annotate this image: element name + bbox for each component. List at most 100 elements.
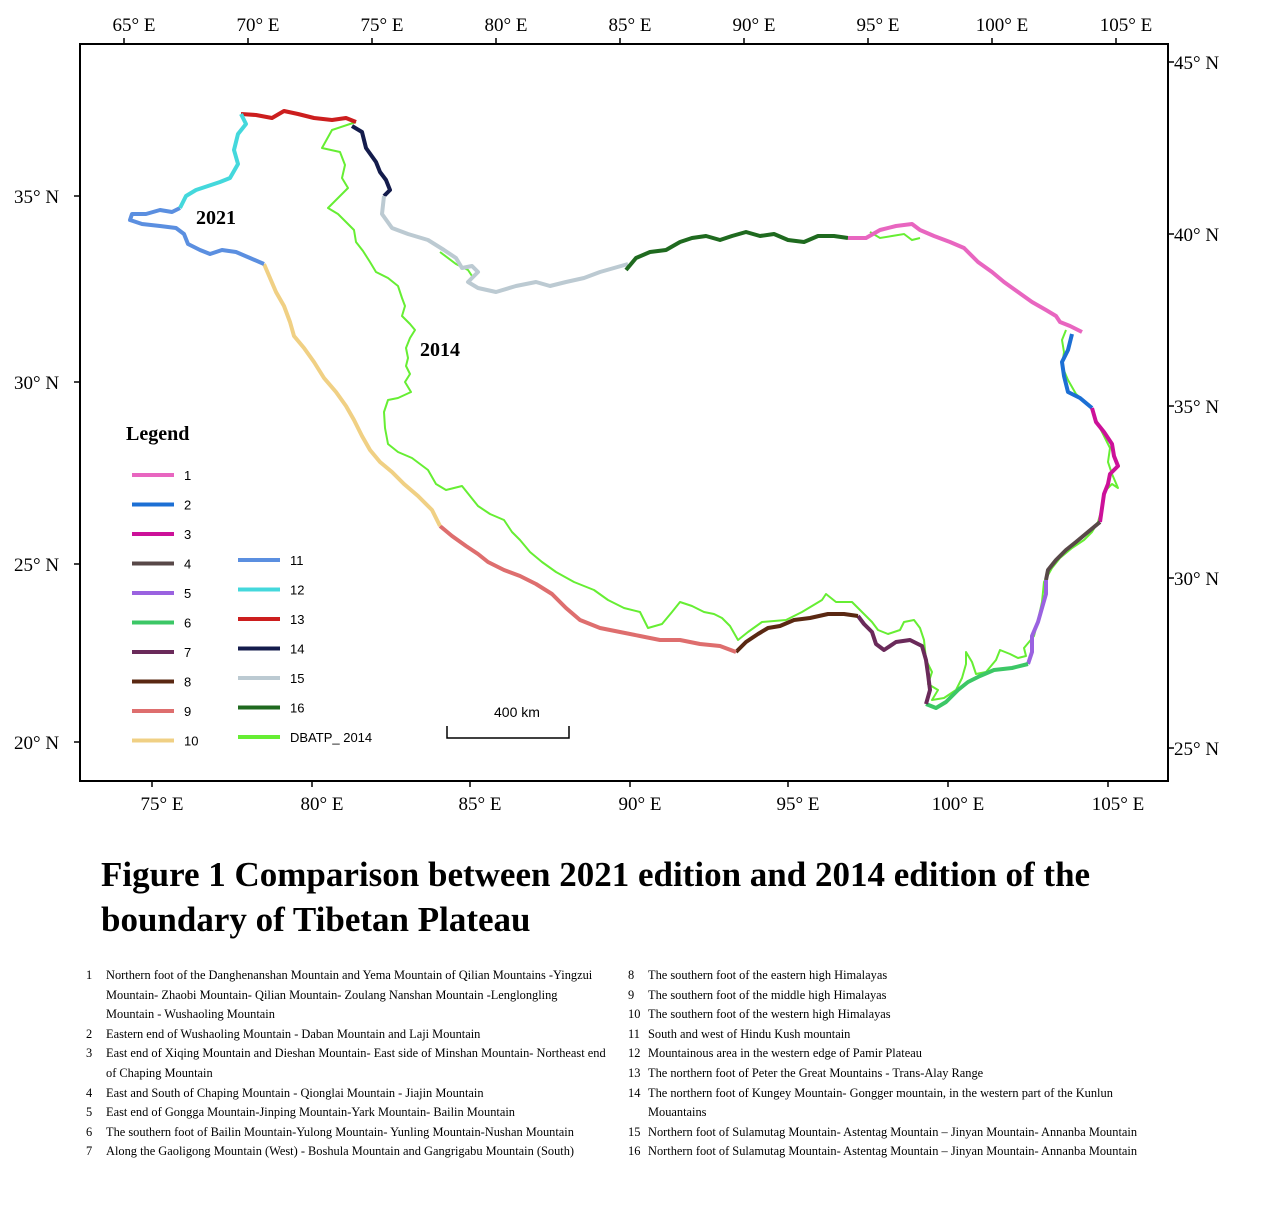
note-item: 9 The southern foot of the middle high Hi… xyxy=(628,986,1168,1006)
note-text: Northern foot of Sulamutag Mountain- Ast… xyxy=(648,1124,1138,1139)
left-lat-label: 35° N xyxy=(14,187,59,208)
note-text: East end of Gongga Mountain-Jinping Moun… xyxy=(106,1105,515,1120)
note-item: 15 Northern foot of Sulamutag Mountain- A… xyxy=(628,1123,1168,1143)
note-number: 5 xyxy=(86,1105,93,1120)
notes-right: 8 The southern foot of the eastern high H… xyxy=(628,966,1168,1162)
note-text: Northern foot of the Danghenanshan Mount… xyxy=(106,968,593,1022)
note-text: South and west of Hindu Kush mountain xyxy=(648,1026,851,1041)
top-lon-label: 70° E xyxy=(237,15,280,36)
note-text: The southern foot of the western high Hi… xyxy=(648,1007,891,1022)
bottom-lon-label: 90° E xyxy=(619,794,662,815)
note-number: 11 xyxy=(628,1026,640,1041)
legend-label: 13 xyxy=(290,612,304,627)
note-number: 1 xyxy=(86,968,93,982)
note-text: Mountainous area in the western edge of … xyxy=(648,1046,922,1061)
note-number: 13 xyxy=(628,1065,641,1080)
axis-ticks xyxy=(74,38,1174,787)
top-lon-label: 85° E xyxy=(609,15,652,36)
segment-7 xyxy=(856,614,932,705)
note-item: 14 The northern foot of Kungey Mountain- … xyxy=(628,1084,1168,1123)
legend-label: 7 xyxy=(184,645,191,660)
boundary-map: 65° E 70° E 75° E 80° E 85° E 90° E 95° E 100° … xyxy=(14,15,1219,815)
right-lat-label: 40° N xyxy=(1174,225,1219,246)
bottom-lon-label: 105° E xyxy=(1092,794,1144,815)
top-lon-label: 105° E xyxy=(1100,15,1152,36)
segment-13 xyxy=(240,109,357,124)
note-number: 12 xyxy=(628,1046,641,1061)
note-item: 4 East and South of Chaping Mountain - Qi… xyxy=(86,1084,606,1104)
note-item: 12 Mountainous area in the western edge o… xyxy=(628,1044,1168,1064)
right-lat-label: 25° N xyxy=(1174,739,1219,760)
note-text: Eastern end of Wushaoling Mountain - Dab… xyxy=(106,1026,481,1041)
legend-label: 4 xyxy=(184,557,191,572)
note-item: 13 The northern foot of Peter the Great M… xyxy=(628,1064,1168,1084)
note-text: East end of Xiqing Mountain and Dieshan … xyxy=(106,1046,606,1080)
legend-title: Legend xyxy=(126,423,189,445)
axis-tick-labels: 65° E 70° E 75° E 80° E 85° E 90° E 95° E 100° … xyxy=(14,15,1219,815)
note-number: 9 xyxy=(628,987,635,1002)
legend-label: 10 xyxy=(184,734,198,749)
top-lon-label: 65° E xyxy=(113,15,156,36)
bottom-lon-label: 100° E xyxy=(932,794,984,815)
legend-label: 1 xyxy=(184,468,191,483)
right-lat-label: 35° N xyxy=(1174,397,1219,418)
scale-bar xyxy=(446,726,570,739)
segment-15 xyxy=(380,195,629,294)
note-item: 8 The southern foot of the eastern high H… xyxy=(628,966,1168,986)
segment-3 xyxy=(1090,407,1120,523)
note-text: Along the Gaoligong Mountain (West) - Bo… xyxy=(106,1144,575,1159)
segment-11 xyxy=(128,206,265,266)
legend-label: 14 xyxy=(290,642,304,657)
left-lat-label: 20° N xyxy=(14,733,59,754)
legend-label: 15 xyxy=(290,671,304,686)
figure-caption: Figure 1 Comparison between 2021 edition… xyxy=(101,855,1091,939)
note-text: The southern foot of the middle high Him… xyxy=(648,987,887,1002)
map-frame xyxy=(79,43,1169,782)
note-text: The southern foot of the eastern high Hi… xyxy=(648,968,888,982)
legend-label: 5 xyxy=(184,586,191,601)
segment-5 xyxy=(1026,580,1048,665)
boundary-2014-northeast xyxy=(869,231,921,242)
note-item: 2 Eastern end of Wushaoling Mountain - Da… xyxy=(86,1025,606,1045)
legend-label: 16 xyxy=(290,701,304,716)
note-item: 11 South and west of Hindu Kush mountain xyxy=(628,1025,1168,1045)
right-lat-label: 45° N xyxy=(1174,53,1219,74)
bottom-lon-label: 80° E xyxy=(301,794,344,815)
segment-2 xyxy=(1060,333,1094,410)
top-lon-label: 95° E xyxy=(857,15,900,36)
segment-6 xyxy=(925,662,1029,710)
scale-label: 400 km xyxy=(494,704,540,720)
segment-9 xyxy=(438,524,737,654)
legend-label: DBATP_ 2014 xyxy=(290,730,372,745)
note-number: 3 xyxy=(86,1046,93,1061)
legend-label: 2 xyxy=(184,498,191,513)
note-number: 14 xyxy=(628,1085,641,1100)
note-text: Northern foot of Sulamutag Mountain- Ast… xyxy=(648,1144,1138,1159)
note-number: 16 xyxy=(628,1144,641,1159)
top-lon-label: 90° E xyxy=(733,15,776,36)
top-lon-label: 80° E xyxy=(485,15,528,36)
note-item: 5 East end of Gongga Mountain-Jinping Mou… xyxy=(86,1103,606,1123)
segment-12 xyxy=(178,113,248,209)
segment-8 xyxy=(734,612,859,654)
note-text: The northern foot of Peter the Great Mou… xyxy=(648,1065,984,1080)
note-number: 2 xyxy=(86,1026,93,1041)
segment-14 xyxy=(350,124,392,198)
legend-label: 12 xyxy=(290,583,304,598)
note-number: 7 xyxy=(86,1144,93,1159)
segment-1 xyxy=(848,222,1083,334)
label-2021: 2021 xyxy=(196,207,236,229)
note-item: 6 The southern foot of Bailin Mountain-Yu… xyxy=(86,1123,606,1143)
left-lat-label: 30° N xyxy=(14,373,59,394)
note-text: The southern foot of Bailin Mountain-Yul… xyxy=(106,1124,574,1139)
segment-10 xyxy=(262,263,442,527)
legend-label: 9 xyxy=(184,704,191,719)
note-text: East and South of Chaping Mountain - Qio… xyxy=(106,1085,484,1100)
note-item: 16 Northern foot of Sulamutag Mountain- A… xyxy=(628,1142,1168,1162)
note-item: 7 Along the Gaoligong Mountain (West) - B… xyxy=(86,1142,606,1162)
note-number: 15 xyxy=(628,1124,641,1139)
segment-16 xyxy=(624,230,849,272)
note-item: 3 East end of Xiqing Mountain and Dieshan… xyxy=(86,1044,606,1083)
note-number: 6 xyxy=(86,1124,93,1139)
